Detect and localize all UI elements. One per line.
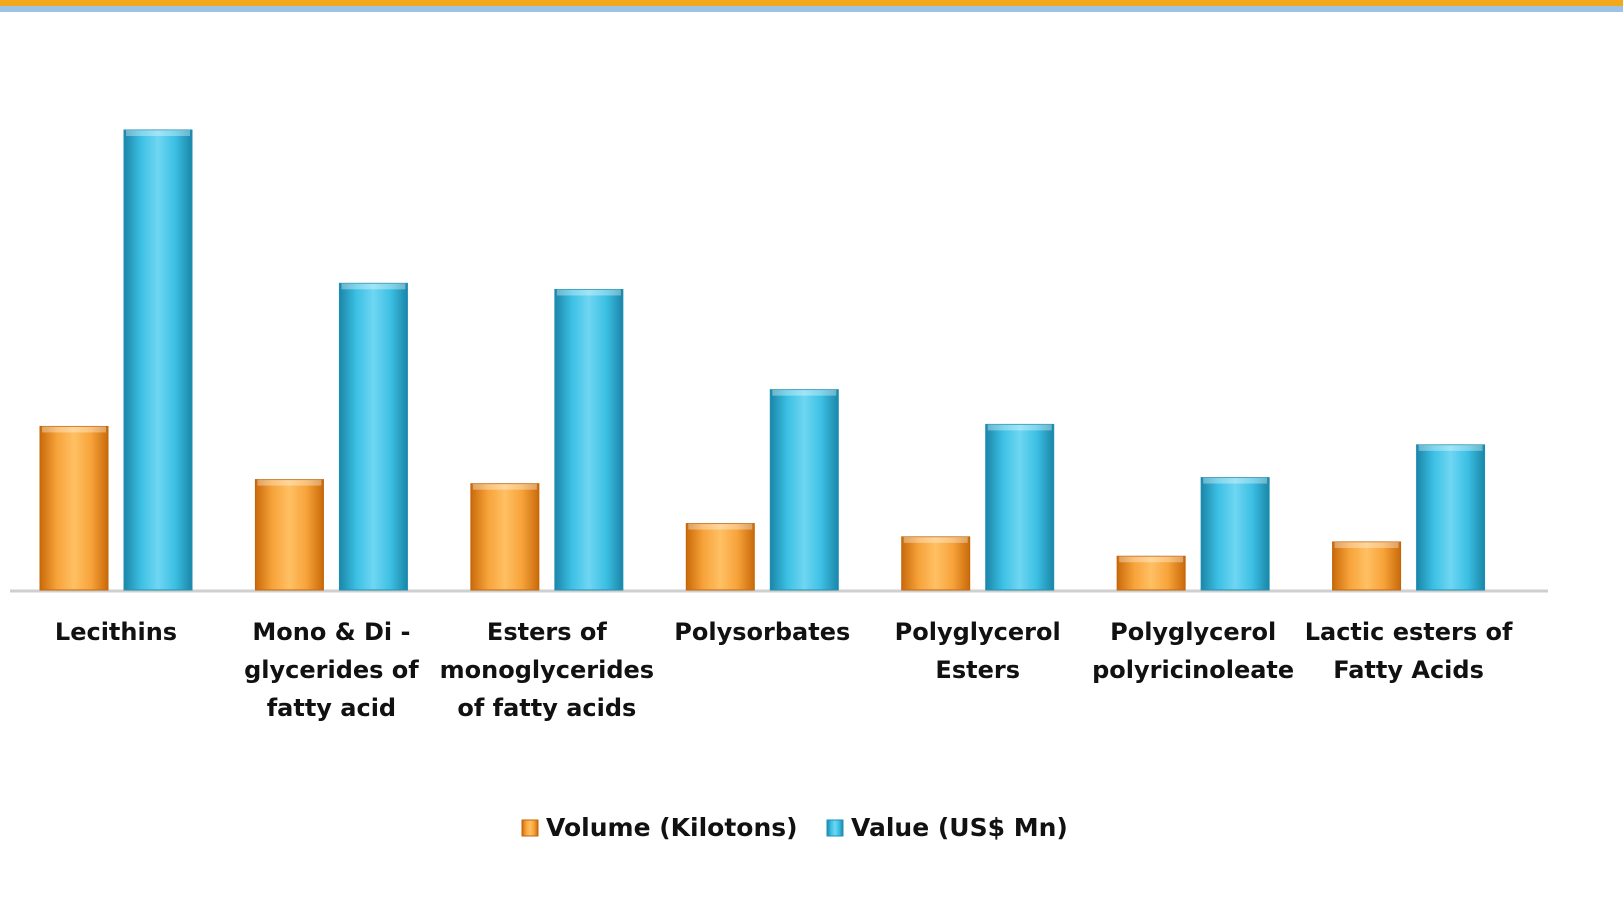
bar-value-3 bbox=[769, 389, 839, 591]
x-tick-label-2: Esters of monoglycerides of fatty acids bbox=[440, 618, 654, 722]
bar-highlight-1-5 bbox=[1203, 477, 1268, 484]
bar-volume-6 bbox=[1332, 541, 1402, 591]
bar-highlight-0-2 bbox=[472, 483, 537, 490]
bar-highlight-0-0 bbox=[42, 426, 106, 433]
x-tick-label-5: Polyglycerol polyricinoleate bbox=[1092, 618, 1294, 684]
x-tick-label-6: Lactic esters of Fatty Acids bbox=[1305, 618, 1513, 684]
top-border-blue bbox=[0, 6, 1623, 12]
bar-highlight-0-6 bbox=[1334, 541, 1399, 548]
bar-highlight-0-5 bbox=[1119, 556, 1184, 563]
bar-volume-5 bbox=[1116, 555, 1186, 591]
bar-highlight-1-2 bbox=[556, 289, 621, 296]
x-tick-label-3: Polysorbates bbox=[674, 618, 850, 646]
bar-highlight-1-0 bbox=[126, 130, 190, 136]
legend-label-value: Value (US$ Mn) bbox=[851, 813, 1068, 842]
bar-volume-4 bbox=[901, 536, 971, 591]
bar-highlight-0-1 bbox=[257, 479, 322, 486]
legend-label-volume: Volume (Kilotons) bbox=[546, 813, 798, 842]
x-tick-label-0: Lecithins bbox=[55, 618, 177, 646]
bar-volume-1 bbox=[254, 479, 324, 591]
bar-volume-2 bbox=[470, 483, 540, 591]
bar-value-0 bbox=[123, 129, 193, 591]
bar-volume-3 bbox=[685, 523, 755, 591]
legend-swatch-volume bbox=[521, 819, 539, 837]
bar-highlight-0-4 bbox=[903, 536, 968, 543]
bar-highlight-0-3 bbox=[688, 523, 753, 530]
bar-volume-0 bbox=[39, 425, 109, 591]
legend-swatch-value bbox=[826, 819, 844, 837]
bar-highlight-1-3 bbox=[772, 389, 837, 396]
bar-highlight-1-1 bbox=[341, 283, 406, 290]
x-tick-label-4: Polyglycerol Esters bbox=[895, 618, 1061, 684]
bar-value-2 bbox=[554, 288, 624, 591]
x-tick-label-1: Mono & Di -glycerides of fatty acid bbox=[244, 618, 419, 722]
bar-value-1 bbox=[338, 282, 408, 591]
bar-value-5 bbox=[1200, 477, 1270, 591]
bar-highlight-1-6 bbox=[1418, 444, 1483, 451]
bar-value-6 bbox=[1416, 444, 1486, 591]
bar-highlight-1-4 bbox=[987, 424, 1052, 431]
top-border-orange bbox=[0, 0, 1623, 6]
bar-value-4 bbox=[985, 423, 1055, 591]
